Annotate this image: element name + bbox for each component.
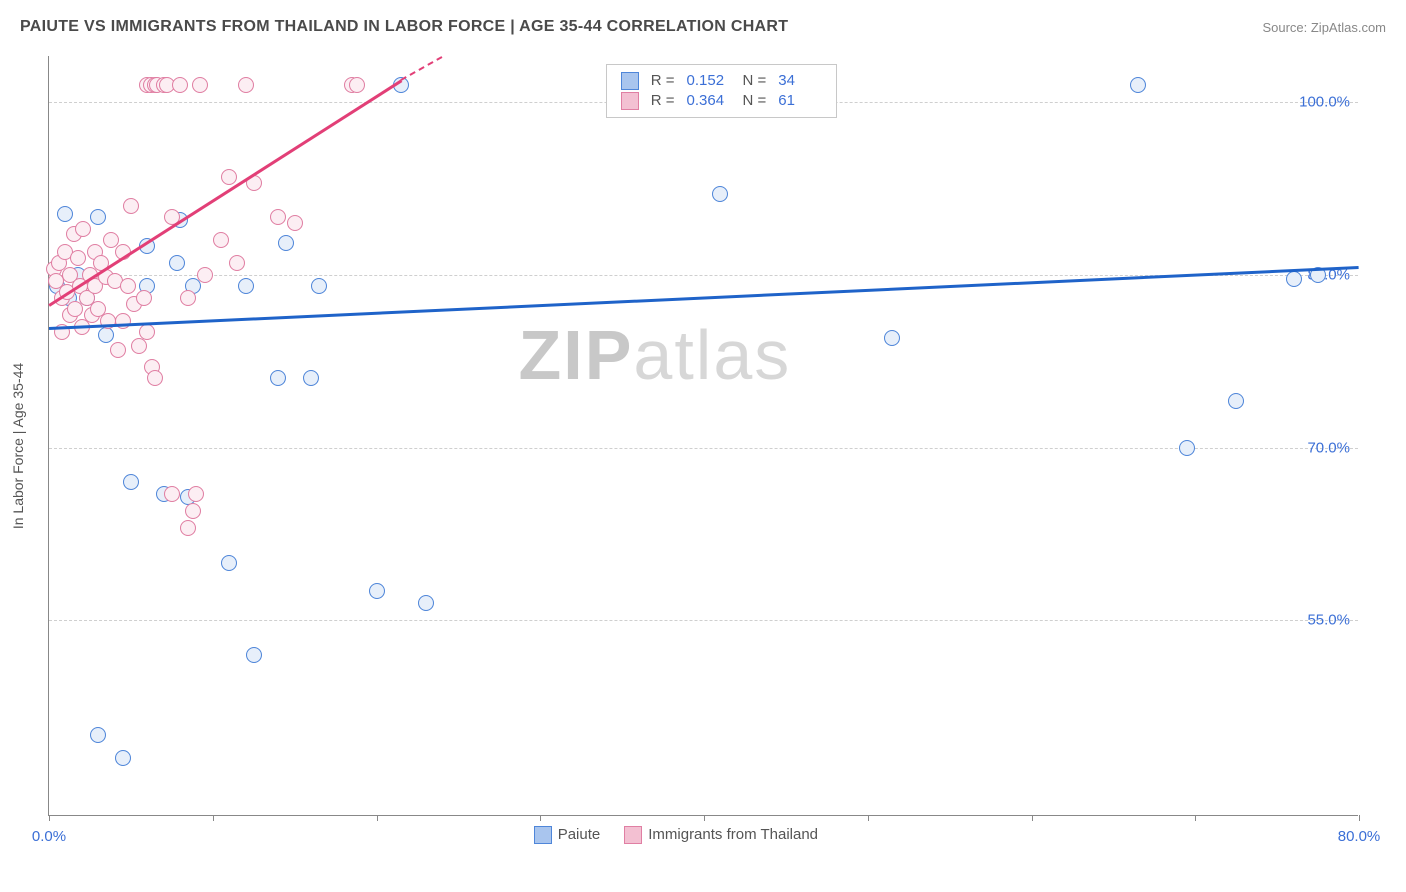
x-tick-mark [49, 815, 50, 821]
x-tick-mark [868, 815, 869, 821]
stats-r-value: 0.152 [687, 72, 731, 89]
x-tick-mark [704, 815, 705, 821]
data-point [75, 221, 91, 237]
stats-n-label: N = [743, 72, 767, 89]
stats-r-label: R = [651, 92, 675, 109]
data-point [70, 250, 86, 266]
stats-row: R = 0.152 N = 34 [621, 71, 823, 91]
data-point [246, 647, 262, 663]
regression-line [48, 79, 401, 306]
data-point [180, 290, 196, 306]
data-point [197, 267, 213, 283]
data-point [115, 750, 131, 766]
data-point [1286, 271, 1302, 287]
x-tick-label: 80.0% [1338, 828, 1381, 845]
data-point [180, 520, 196, 536]
y-tick-label: 100.0% [1299, 94, 1350, 111]
plot-inner: ZIPatlas 55.0%70.0%85.0%100.0%0.0%80.0%R… [49, 56, 1358, 815]
legend-item: Paiute [534, 826, 601, 844]
stats-r-value: 0.364 [687, 92, 731, 109]
stats-box: R = 0.152 N = 34 R = 0.364 N = 61 [606, 64, 838, 118]
watermark-prefix: ZIP [518, 316, 633, 394]
data-point [238, 278, 254, 294]
data-point [169, 255, 185, 271]
data-point [1228, 393, 1244, 409]
data-point [221, 169, 237, 185]
stats-n-value: 34 [778, 72, 822, 89]
data-point [884, 330, 900, 346]
data-point [349, 77, 365, 93]
data-point [221, 555, 237, 571]
data-point [164, 486, 180, 502]
bottom-legend: Paiute Immigrants from Thailand [534, 826, 818, 844]
legend-swatch [621, 72, 639, 90]
data-point [213, 232, 229, 248]
x-tick-mark [213, 815, 214, 821]
data-point [369, 583, 385, 599]
gridline-h [49, 620, 1358, 621]
gridline-h [49, 448, 1358, 449]
legend-item: Immigrants from Thailand [624, 826, 818, 844]
regression-line [401, 56, 443, 81]
data-point [123, 198, 139, 214]
data-point [136, 290, 152, 306]
data-point [270, 370, 286, 386]
data-point [418, 595, 434, 611]
legend-swatch [621, 92, 639, 110]
legend-label: Paiute [558, 826, 601, 843]
data-point [712, 186, 728, 202]
x-tick-mark [1032, 815, 1033, 821]
data-point [90, 727, 106, 743]
x-tick-mark [1359, 815, 1360, 821]
data-point [1130, 77, 1146, 93]
data-point [192, 77, 208, 93]
data-point [229, 255, 245, 271]
data-point [147, 370, 163, 386]
y-tick-label: 55.0% [1307, 612, 1350, 629]
x-tick-label: 0.0% [32, 828, 66, 845]
stats-r-label: R = [651, 72, 675, 89]
x-tick-mark [540, 815, 541, 821]
data-point [303, 370, 319, 386]
data-point [120, 278, 136, 294]
data-point [311, 278, 327, 294]
stats-row: R = 0.364 N = 61 [621, 91, 823, 111]
legend-swatch [624, 826, 642, 844]
stats-n-label: N = [743, 92, 767, 109]
data-point [110, 342, 126, 358]
x-tick-mark [1195, 815, 1196, 821]
data-point [139, 324, 155, 340]
plot-area: ZIPatlas 55.0%70.0%85.0%100.0%0.0%80.0%R… [48, 56, 1358, 816]
data-point [188, 486, 204, 502]
watermark-suffix: atlas [633, 316, 791, 394]
data-point [1179, 440, 1195, 456]
data-point [172, 77, 188, 93]
data-point [123, 474, 139, 490]
chart-header: PAIUTE VS IMMIGRANTS FROM THAILAND IN LA… [20, 18, 1386, 36]
data-point [131, 338, 147, 354]
legend-swatch [534, 826, 552, 844]
data-point [57, 206, 73, 222]
y-axis-label: In Labor Force | Age 35-44 [10, 363, 26, 529]
x-tick-mark [377, 815, 378, 821]
data-point [238, 77, 254, 93]
y-tick-label: 70.0% [1307, 439, 1350, 456]
chart-title: PAIUTE VS IMMIGRANTS FROM THAILAND IN LA… [20, 18, 788, 36]
chart-source: Source: ZipAtlas.com [1262, 20, 1386, 35]
watermark: ZIPatlas [518, 315, 791, 395]
data-point [287, 215, 303, 231]
data-point [90, 209, 106, 225]
stats-n-value: 61 [778, 92, 822, 109]
data-point [278, 235, 294, 251]
legend-label: Immigrants from Thailand [648, 826, 818, 843]
data-point [115, 313, 131, 329]
data-point [185, 503, 201, 519]
data-point [270, 209, 286, 225]
data-point [98, 327, 114, 343]
